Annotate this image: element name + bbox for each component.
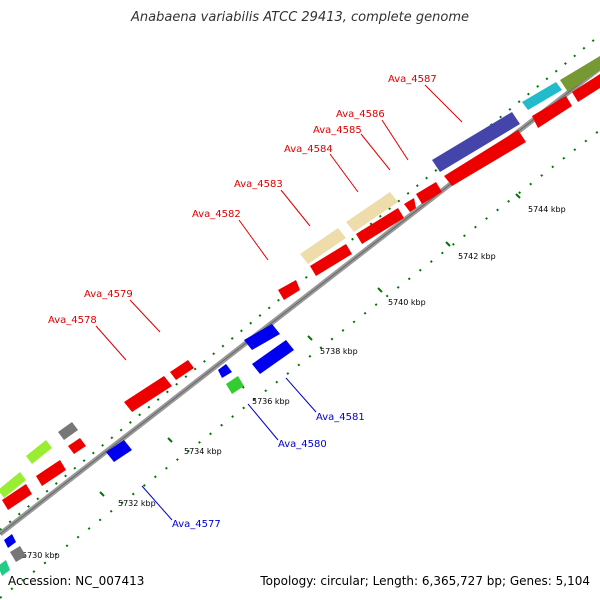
- gene-forward: [560, 56, 600, 92]
- gene-label: Ava_4583: [234, 179, 283, 190]
- gene-label: Ava_4578: [48, 315, 97, 326]
- gene-reverse: [106, 440, 132, 462]
- gene-reverse: [0, 560, 10, 576]
- gene-label: Ava_4584: [284, 144, 333, 155]
- gene-reverse: [10, 546, 26, 562]
- gene-label: Ava_4582: [192, 209, 241, 220]
- tick-5740: [377, 287, 383, 293]
- gene-forward: [300, 228, 346, 264]
- genome-stats-text: Topology: circular; Length: 6,365,727 bp…: [260, 574, 590, 588]
- inner-scale-dots: [0, 129, 600, 599]
- gene-forward: [170, 360, 194, 380]
- gene-forward: [356, 208, 404, 244]
- reverse-genes: [0, 324, 294, 576]
- gene-forward: [36, 460, 66, 486]
- outer-scale-dots: [0, 34, 600, 531]
- forward-genes: [0, 56, 600, 498]
- map-title: Anabaena variabilis ATCC 29413, complete…: [131, 10, 469, 25]
- gene-forward: [522, 82, 562, 110]
- gene-label: Ava_4577: [172, 519, 221, 530]
- tick-label: 5738 kbp: [320, 347, 358, 356]
- gene-forward: [310, 244, 352, 276]
- gene-forward: [416, 182, 442, 204]
- gene-label: Ava_4581: [316, 412, 365, 423]
- forward-genes-inner: [2, 74, 600, 510]
- gene-reverse: [4, 534, 16, 548]
- reverse-callouts: [141, 377, 317, 521]
- gene-reverse: [226, 376, 244, 394]
- tick-label: 5742 kbp: [458, 252, 496, 261]
- gene-label: Ava_4587: [388, 74, 437, 85]
- gene-label: Ava_4580: [278, 439, 327, 450]
- gene-label: Ava_4586: [336, 109, 385, 120]
- gene-forward: [404, 198, 416, 212]
- gene-forward: [432, 112, 520, 172]
- gene-forward: [572, 74, 600, 102]
- gene-label: Ava_4585: [313, 125, 362, 136]
- gene-reverse: [218, 364, 232, 378]
- gene-forward: [58, 422, 78, 440]
- gene-forward: [68, 438, 86, 454]
- tick-5738: [307, 335, 313, 341]
- tick-label: 5744 kbp: [528, 205, 566, 214]
- gene-forward: [26, 440, 52, 464]
- gene-forward: [124, 376, 172, 412]
- tick-label: 5736 kbp: [252, 397, 290, 406]
- tick-label: 5734 kbp: [184, 447, 222, 456]
- tick-5734: [167, 437, 173, 443]
- forward-callouts: [95, 84, 463, 361]
- tick-label: 5732 kbp: [118, 499, 156, 508]
- gene-forward: [346, 192, 398, 232]
- tick-label: 5730 kbp: [22, 551, 60, 560]
- gene-forward: [2, 484, 32, 510]
- gene-reverse: [244, 324, 280, 350]
- gene-label: Ava_4579: [84, 289, 133, 300]
- gene-forward: [0, 472, 26, 498]
- gene-forward: [278, 280, 300, 300]
- accession-text: Accession: NC_007413: [8, 574, 145, 588]
- tick-5744: [515, 193, 521, 199]
- gene-forward: [444, 130, 526, 186]
- gene-reverse: [252, 340, 294, 374]
- tick-5742: [445, 241, 451, 247]
- tick-label: 5740 kbp: [388, 298, 426, 307]
- tick-5732: [99, 491, 105, 497]
- gene-forward: [532, 96, 572, 128]
